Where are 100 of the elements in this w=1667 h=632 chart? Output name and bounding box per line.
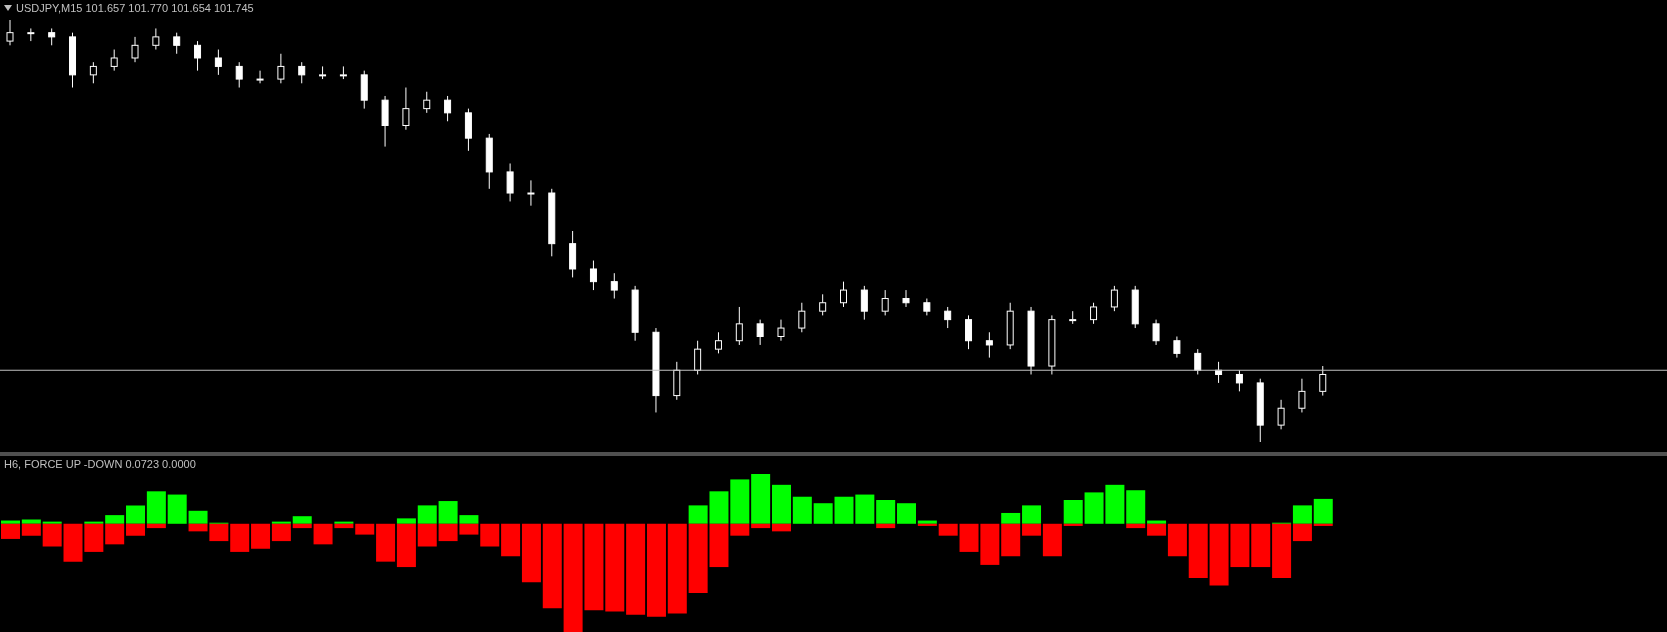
bar bbox=[84, 521, 104, 524]
bar bbox=[146, 491, 166, 524]
bar bbox=[1292, 505, 1312, 524]
bar bbox=[730, 479, 750, 524]
chart-title: USDJPY,M15 101.657 101.770 101.654 101.745 bbox=[16, 2, 254, 14]
candlestick bbox=[89, 61, 97, 84]
candlestick bbox=[902, 289, 910, 308]
bar bbox=[230, 523, 250, 552]
bar bbox=[542, 523, 562, 609]
bar bbox=[730, 523, 750, 536]
bar bbox=[21, 523, 41, 536]
bar bbox=[376, 523, 396, 562]
candlestick bbox=[1319, 365, 1327, 397]
bar bbox=[605, 523, 625, 612]
bar bbox=[792, 496, 812, 524]
bar bbox=[751, 523, 771, 529]
bar bbox=[771, 484, 791, 524]
bar bbox=[876, 523, 896, 529]
bar bbox=[146, 523, 166, 529]
bar bbox=[167, 494, 187, 524]
candlestick bbox=[298, 61, 306, 84]
bar bbox=[1042, 523, 1062, 557]
bar bbox=[1126, 490, 1146, 524]
bar bbox=[334, 521, 354, 524]
bar bbox=[1147, 520, 1167, 524]
candlestick bbox=[402, 87, 410, 131]
candlestick bbox=[194, 40, 202, 72]
bar bbox=[667, 523, 687, 614]
candlestick bbox=[1194, 348, 1202, 375]
candlestick bbox=[444, 95, 452, 122]
bar bbox=[938, 523, 958, 536]
bar bbox=[501, 523, 521, 557]
candlestick bbox=[256, 70, 264, 84]
candlestick bbox=[1298, 378, 1306, 413]
bar bbox=[1272, 523, 1292, 578]
bar bbox=[292, 523, 312, 529]
bar bbox=[1188, 523, 1208, 578]
candlestick bbox=[214, 49, 222, 76]
candlestick bbox=[6, 20, 14, 46]
bar bbox=[480, 523, 500, 547]
candlestick bbox=[1090, 302, 1098, 325]
bar bbox=[521, 523, 541, 583]
bar bbox=[1313, 498, 1333, 524]
bar bbox=[897, 503, 917, 524]
bar bbox=[626, 523, 646, 615]
candlestick bbox=[1235, 369, 1243, 392]
bar bbox=[292, 516, 312, 524]
candlestick bbox=[965, 314, 973, 350]
bar bbox=[751, 474, 771, 524]
bar bbox=[1251, 523, 1271, 568]
candlestick bbox=[527, 179, 535, 207]
candlestick bbox=[840, 281, 847, 308]
bar bbox=[1167, 523, 1187, 557]
bar bbox=[396, 518, 416, 524]
bar bbox=[105, 523, 125, 545]
candlestick bbox=[235, 61, 243, 89]
bar bbox=[355, 523, 375, 535]
candlestick bbox=[1110, 285, 1118, 312]
candlestick bbox=[860, 285, 868, 321]
bar bbox=[1147, 523, 1167, 536]
candlestick bbox=[610, 272, 618, 300]
candlestick bbox=[1173, 336, 1181, 359]
candlestick bbox=[819, 293, 827, 316]
bar bbox=[417, 523, 437, 547]
bar bbox=[1292, 523, 1312, 542]
bar bbox=[1313, 523, 1333, 526]
bar bbox=[417, 505, 437, 524]
candlestick bbox=[277, 53, 285, 84]
candlestick bbox=[506, 162, 514, 202]
candlestick bbox=[756, 319, 764, 346]
bar bbox=[771, 523, 791, 532]
candlestick bbox=[423, 91, 431, 114]
bar bbox=[21, 519, 41, 524]
candlestick bbox=[881, 289, 889, 316]
bar bbox=[1, 523, 20, 539]
bar bbox=[42, 521, 62, 524]
bar bbox=[271, 521, 291, 524]
candlestick bbox=[1152, 319, 1160, 346]
candlestick bbox=[589, 260, 597, 291]
bar bbox=[1, 520, 20, 524]
bar bbox=[271, 523, 291, 542]
bar bbox=[105, 515, 125, 524]
chart-title: H6, FORCE UP -DOWN 0.0723 0.0000 bbox=[4, 458, 196, 470]
candlestick bbox=[735, 306, 743, 346]
bar bbox=[1126, 523, 1146, 529]
bar bbox=[876, 499, 896, 524]
candlestick bbox=[173, 32, 181, 55]
bar bbox=[126, 505, 146, 524]
bar bbox=[1001, 512, 1021, 524]
bar bbox=[1022, 505, 1042, 524]
candlestick bbox=[985, 331, 993, 359]
bar bbox=[42, 523, 62, 547]
bar bbox=[126, 523, 146, 536]
bar bbox=[1063, 499, 1083, 524]
candlestick bbox=[798, 302, 806, 333]
candlestick bbox=[714, 331, 722, 354]
bar bbox=[396, 523, 416, 568]
candlestick bbox=[110, 49, 118, 72]
bar bbox=[1001, 523, 1021, 557]
candlestick bbox=[152, 27, 160, 51]
